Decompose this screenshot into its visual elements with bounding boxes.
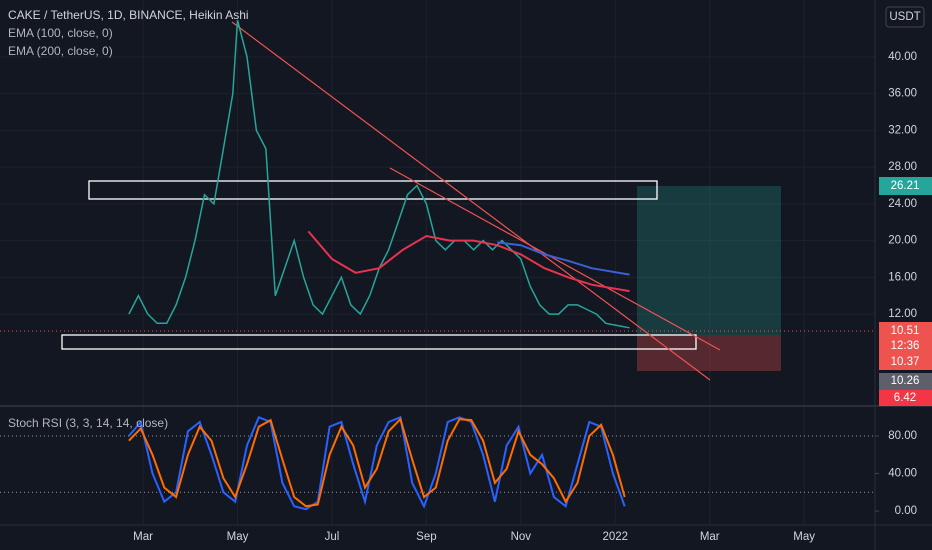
series-line	[128, 417, 626, 508]
y-tick-label: 40.00	[888, 51, 917, 63]
price-badge-label: 10.37	[891, 356, 920, 368]
currency-button[interactable]	[885, 6, 925, 28]
x-tick-label: Mar	[133, 531, 153, 543]
y-tick-label: 28.00	[888, 161, 917, 173]
x-tick-label: Nov	[511, 531, 532, 543]
x-tick-label: Sep	[416, 531, 436, 543]
trend-line	[389, 167, 721, 351]
y-tick-label: 40.00	[888, 468, 917, 480]
legend-entry: EMA (200, close, 0)	[8, 44, 113, 58]
x-tick-label: Jul	[325, 531, 340, 543]
long-stop-zone	[637, 335, 781, 371]
price-badge-label: 10.26	[891, 375, 920, 387]
price-badge-label: 6.42	[894, 392, 916, 404]
price-badge	[879, 322, 932, 370]
series-line	[128, 415, 626, 511]
y-tick-label: 80.00	[888, 430, 917, 442]
price-badge-label: 26.21	[891, 180, 920, 192]
support-box	[61, 334, 697, 350]
series-line	[307, 230, 630, 293]
indicator-title: Stoch RSI (3, 3, 14, 14, close)	[8, 416, 168, 430]
symbol-title: CAKE / TetherUS, 1D, BINANCE, Heikin Ash…	[8, 8, 249, 22]
y-tick-label: 32.00	[888, 124, 917, 136]
y-tick-label: 16.00	[888, 271, 917, 283]
currency-label[interactable]: USDT	[889, 11, 920, 23]
x-tick-label: 2022	[602, 531, 628, 543]
series-line	[128, 20, 630, 329]
countdown-label: 12:36	[891, 340, 920, 352]
x-tick-label: May	[227, 531, 249, 543]
trend-line	[231, 21, 711, 381]
y-tick-label: 20.00	[888, 235, 917, 247]
long-target-zone	[637, 186, 781, 335]
x-tick-label: Mar	[700, 531, 720, 543]
legend-entry: EMA (100, close, 0)	[8, 26, 113, 40]
price-badge	[879, 390, 932, 406]
y-tick-label: 0.00	[895, 505, 917, 517]
x-tick-label: May	[793, 531, 815, 543]
y-tick-label: 36.00	[888, 88, 917, 100]
price-badge-label: 10.51	[891, 325, 920, 337]
resistance-box	[88, 180, 658, 200]
y-tick-label: 24.00	[888, 198, 917, 210]
plot	[128, 20, 630, 511]
series-line	[497, 241, 630, 276]
price-badge	[879, 177, 932, 195]
y-tick-label: 12.00	[888, 308, 917, 320]
price-badge	[879, 373, 932, 390]
